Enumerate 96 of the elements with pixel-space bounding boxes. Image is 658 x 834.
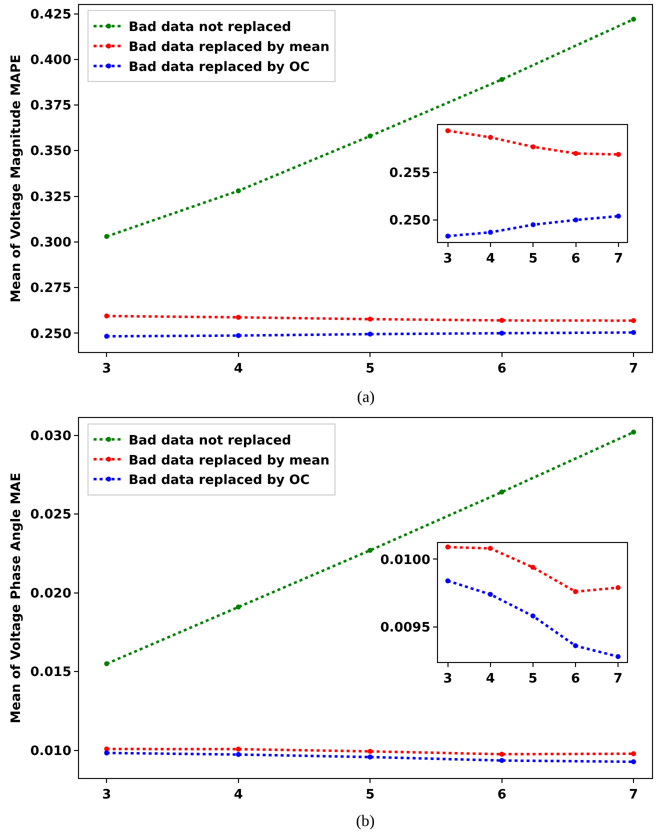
point — [445, 544, 450, 550]
point — [104, 234, 110, 239]
y-tick-label: 0.275 — [30, 281, 72, 296]
x-tick-label: 5 — [528, 672, 538, 687]
x-tick-label: 5 — [528, 252, 538, 267]
x-tick-label: 3 — [102, 362, 112, 377]
point — [368, 748, 373, 754]
y-axis-title: Mean of Voltage Phase Angle MAE — [9, 472, 24, 724]
x-tick-label: 6 — [570, 672, 580, 687]
x-tick-label: 4 — [234, 788, 243, 803]
point — [104, 314, 110, 319]
point — [488, 134, 493, 140]
point — [499, 490, 504, 495]
point — [530, 614, 536, 619]
point — [236, 604, 241, 610]
y-tick-label: 0.030 — [30, 428, 72, 444]
x-tick-label: 7 — [629, 362, 638, 377]
x-tick-label: 7 — [629, 788, 638, 803]
point — [573, 217, 578, 222]
point — [368, 548, 373, 553]
point — [499, 318, 504, 323]
point — [445, 234, 450, 239]
x-tick-label: 7 — [614, 252, 623, 267]
y-tick-label: 0.350 — [30, 144, 72, 160]
point — [616, 654, 621, 660]
point — [530, 564, 536, 570]
point — [631, 430, 636, 435]
point — [368, 754, 373, 760]
point — [104, 661, 110, 666]
point — [530, 144, 536, 150]
point — [572, 643, 578, 648]
point — [616, 585, 621, 590]
point — [631, 318, 636, 324]
x-tick-label: 3 — [102, 788, 112, 803]
x-tick-label: 6 — [571, 252, 580, 267]
y-tick-label: 0.020 — [30, 586, 72, 602]
point — [445, 578, 450, 584]
point — [572, 589, 578, 594]
legend-label: Bad data not replaced — [128, 20, 292, 36]
text: (a) — [357, 389, 375, 406]
point — [104, 334, 110, 339]
legend-label: Bad data replaced by OC — [128, 60, 310, 76]
point — [236, 746, 241, 752]
legend-label: Bad data replaced by mean — [128, 453, 330, 468]
x-tick-label: 5 — [366, 788, 375, 803]
point — [616, 214, 621, 219]
y-tick-label: 0.400 — [30, 52, 72, 68]
legend-label: Bad data replaced by mean — [128, 40, 330, 56]
point — [573, 150, 578, 156]
y-tick-label: 0.300 — [30, 235, 72, 250]
point — [631, 16, 636, 22]
point — [631, 330, 636, 335]
point — [499, 76, 504, 82]
point — [236, 752, 241, 758]
point — [631, 759, 636, 764]
point — [488, 592, 493, 597]
y-tick-label: 0.0095 — [380, 620, 430, 636]
y-tick-label: 0.375 — [30, 98, 72, 114]
point — [236, 188, 241, 194]
point — [631, 751, 636, 756]
point — [236, 314, 241, 320]
x-tick-label: 7 — [614, 672, 623, 687]
x-tick-label: 6 — [497, 362, 506, 377]
y-axis-title: Mean of Voltage Magnitude MAPE — [9, 54, 24, 303]
point — [616, 152, 621, 157]
x-tick-label: 5 — [366, 362, 375, 377]
point — [488, 230, 493, 235]
x-tick-label: 6 — [497, 788, 506, 803]
x-tick-label: 4 — [486, 252, 496, 267]
legend-label: Bad data not replaced — [128, 433, 292, 448]
point — [499, 758, 504, 764]
x-tick-label: 4 — [486, 672, 495, 687]
y-tick-label: 0.250 — [30, 326, 72, 342]
point — [368, 332, 373, 337]
y-tick-label: 0.250 — [389, 214, 430, 229]
point — [236, 333, 241, 338]
text: (b) — [356, 813, 375, 830]
point — [368, 316, 373, 322]
x-tick-label: 3 — [443, 672, 452, 687]
legend-label: Bad data replaced by OC — [128, 473, 310, 488]
y-tick-label: 0.325 — [30, 190, 72, 205]
point — [530, 222, 536, 228]
y-tick-label: 0.025 — [30, 508, 72, 523]
y-tick-label: 0.015 — [30, 665, 72, 680]
point — [499, 752, 504, 757]
y-tick-label: 0.425 — [30, 7, 72, 22]
point — [104, 750, 110, 756]
x-tick-label: 3 — [443, 252, 452, 267]
x-tick-label: 4 — [234, 362, 243, 377]
point — [488, 546, 493, 551]
y-tick-label: 0.255 — [389, 166, 430, 182]
point — [445, 128, 450, 134]
point — [368, 134, 373, 139]
y-tick-label: 0.0100 — [380, 552, 430, 568]
point — [499, 330, 504, 336]
y-tick-label: 0.010 — [30, 744, 72, 759]
